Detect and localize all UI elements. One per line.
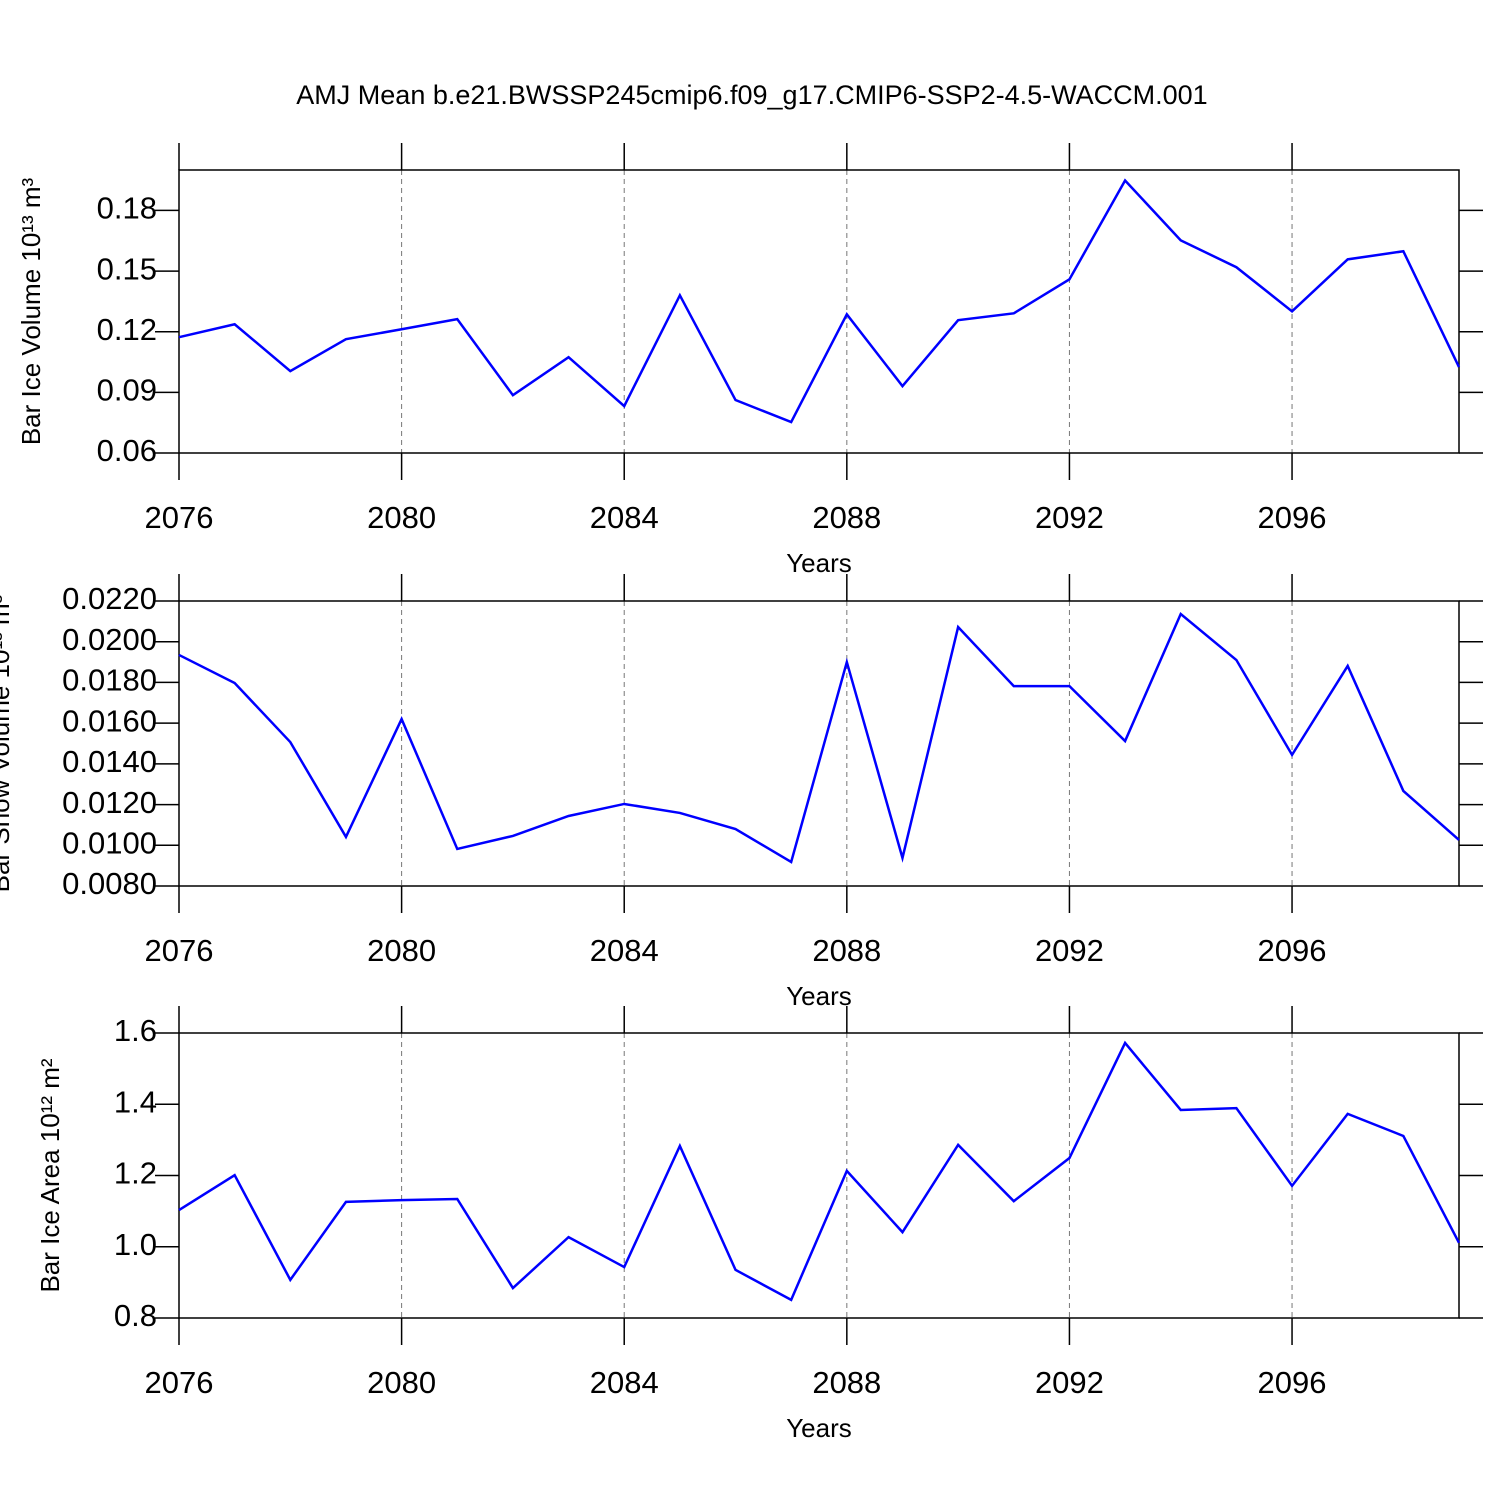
y-tick-label: 0.8 <box>114 1298 157 1333</box>
plot-frame <box>178 169 1460 454</box>
x-tick-label: 2076 <box>145 933 214 968</box>
x-tick-label: 2092 <box>1035 500 1104 535</box>
y-axis-label: Bar Ice Volume 10¹³ m³ <box>16 178 46 446</box>
data-line <box>178 612 1460 864</box>
x-tick-label: 2096 <box>1258 933 1327 968</box>
x-tick-label: 2088 <box>812 1365 881 1400</box>
x-tick-label: 2084 <box>590 1365 659 1400</box>
x-tick-label: 2080 <box>367 1365 436 1400</box>
y-tick-label: 0.09 <box>97 373 157 408</box>
y-tick-label: 1.0 <box>114 1227 157 1262</box>
y-tick-label: 0.0140 <box>62 744 157 779</box>
x-tick-label: 2092 <box>1035 1365 1104 1400</box>
x-axis-label: Years <box>786 548 852 578</box>
x-tick-label: 2076 <box>145 500 214 535</box>
y-tick-label: 0.0080 <box>62 866 157 901</box>
data-line <box>178 178 1461 424</box>
y-tick-label: 1.4 <box>114 1084 157 1119</box>
y-tick-label: 0.0180 <box>62 663 157 698</box>
data-line <box>178 1040 1461 1302</box>
x-tick-label: 2092 <box>1035 933 1104 968</box>
x-tick-label: 2088 <box>812 933 881 968</box>
y-tick-label: 0.0120 <box>62 785 157 820</box>
y-tick-label: 1.2 <box>114 1156 157 1191</box>
y-tick-label: 0.0100 <box>62 825 157 860</box>
x-tick-label: 2096 <box>1258 1365 1327 1400</box>
y-tick-label: 0.15 <box>97 251 157 286</box>
x-tick-label: 2084 <box>590 933 659 968</box>
x-axis-label: Years <box>786 1413 852 1443</box>
x-tick-label: 2096 <box>1258 500 1327 535</box>
x-tick-label: 2076 <box>145 1365 214 1400</box>
plot-frame <box>178 1032 1460 1319</box>
y-tick-label: 0.18 <box>97 191 157 226</box>
plot-frame <box>178 600 1460 887</box>
y-axis-label: Bar Snow Volume 10¹³ m³ <box>0 594 15 892</box>
x-tick-label: 2080 <box>367 933 436 968</box>
y-tick-label: 0.0160 <box>62 703 157 738</box>
x-tick-label: 2080 <box>367 500 436 535</box>
x-tick-label: 2084 <box>590 500 659 535</box>
x-tick-label: 2088 <box>812 500 881 535</box>
y-tick-label: 0.0220 <box>62 581 157 616</box>
y-tick-label: 0.0200 <box>62 622 157 657</box>
y-tick-label: 1.6 <box>114 1013 157 1048</box>
x-axis-label: Years <box>786 981 852 1011</box>
y-tick-label: 0.06 <box>97 433 157 468</box>
y-tick-label: 0.12 <box>97 312 157 347</box>
chart-title: AMJ Mean b.e21.BWSSP245cmip6.f09_g17.CMI… <box>296 80 1207 110</box>
y-axis-label: Bar Ice Area 10¹² m² <box>35 1058 65 1292</box>
